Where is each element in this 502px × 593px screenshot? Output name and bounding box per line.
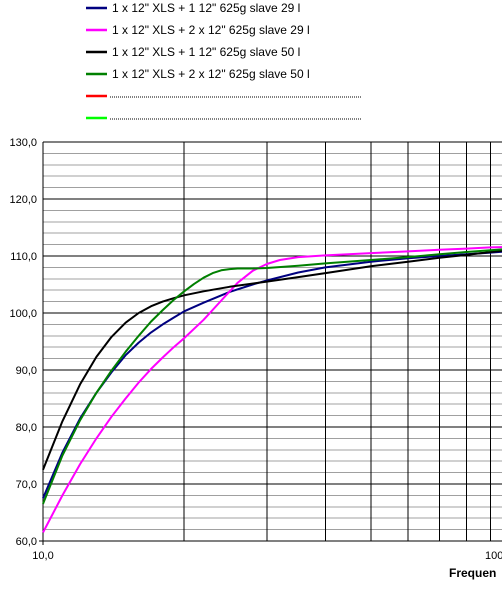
y-tick-label: 60,0 [16,536,37,548]
grid [43,141,502,542]
y-tick-label: 120,0 [9,194,37,206]
series-line [42,246,502,533]
y-tick-label: 100,0 [9,308,37,320]
y-tick-label: 70,0 [16,479,37,491]
legend: 1 x 12" XLS + 1 12" 625g slave 29 l 1 x 1… [86,1,362,120]
series-line [42,249,502,471]
y-tick-label: 80,0 [16,422,37,434]
x-tick-label: 10,0 [32,550,53,562]
x-tick-label: 100, [485,550,502,562]
legend-label: 1 x 12" XLS + 2 x 12" 625g slave 50 l [112,67,310,81]
legend-label: 1 x 12" XLS + 1 12" 625g slave 29 l [112,1,300,15]
y-tick-label: 90,0 [16,365,37,377]
y-tick-label: 110,0 [10,251,37,263]
series-line [42,248,502,505]
legend-label: 1 x 12" XLS + 2 x 12" 625g slave 29 l [112,23,310,37]
x-axis-label: Frequen [449,566,496,580]
legend-label: 1 x 12" XLS + 1 12" 625g slave 50 l [112,45,300,59]
y-tick-label: 130,0 [9,137,37,149]
